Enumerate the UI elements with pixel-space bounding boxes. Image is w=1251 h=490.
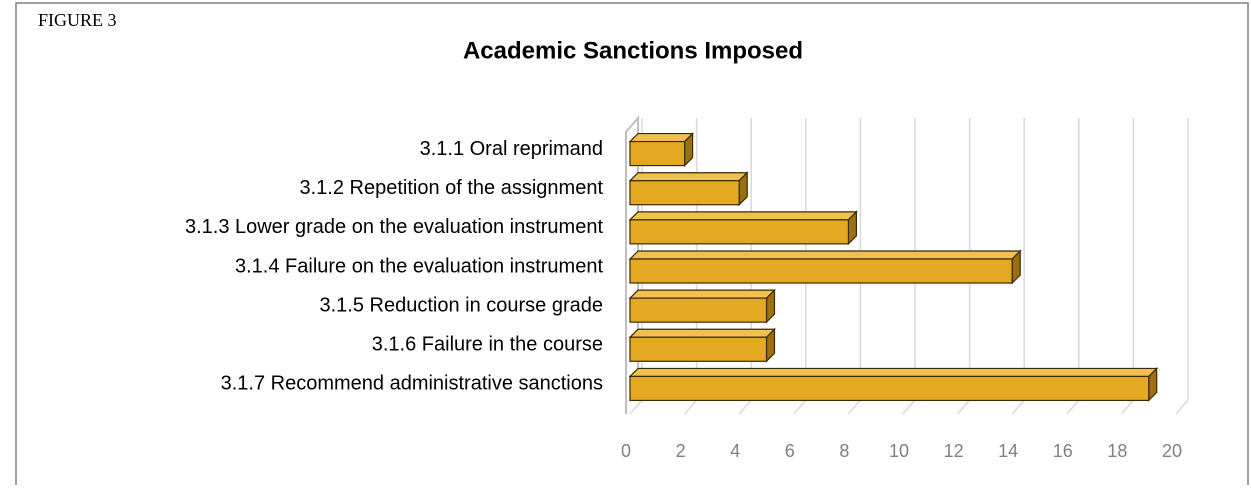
figure-label: FIGURE 3 [38,10,117,30]
bar [629,336,768,362]
x-tick-label: 20 [1162,441,1182,461]
floor-grid-line [738,399,752,415]
x-tick-label: 6 [785,441,795,461]
x-tick-label: 4 [730,441,740,461]
x-tick-label: 16 [1053,441,1073,461]
floor-grid-line [957,399,971,415]
bar-top [628,250,1022,260]
y-tick-label: 3.1.2 Repetition of the assignment [299,177,603,199]
bar-top [628,132,695,143]
frame [15,2,1249,490]
floor-grid-line [1066,399,1080,415]
y-tick-label: 3.1.6 Failure in the course [372,334,603,356]
bar-top [628,211,858,221]
bar [629,375,1150,402]
bar [629,140,686,167]
floor-grid-line [684,399,698,415]
bar [629,219,849,245]
y-tick-label: 3.1.5 Reduction in course grade [319,294,603,316]
x-tick-label: 12 [944,441,964,461]
bar-top [628,328,776,338]
bar [629,258,1013,284]
y-tick-label: 3.1.7 Recommend administrative sanctions [221,373,603,395]
x-tick-label: 18 [1107,441,1127,461]
y-tick-label: 3.1.3 Lower grade on the evaluation inst… [185,216,603,238]
x-tick-label: 8 [839,441,849,461]
chart-title: Academic Sanctions Imposed [463,37,803,64]
floor-grid-line [847,399,861,415]
bar-top [628,367,1159,378]
floor-grid-line [1120,399,1134,415]
bar-top [628,172,749,182]
x-tick-label: 10 [889,441,909,461]
y-tick-label: 3.1.1 Oral reprimand [420,138,603,160]
bar [629,180,740,206]
bar-top [628,289,776,299]
floor-grid-line [1175,399,1189,415]
floor-grid-line [1011,399,1025,415]
floor-grid-line [902,399,916,415]
floor-grid-line [629,399,643,415]
bar [629,297,768,323]
x-tick-label: 2 [676,441,686,461]
y-tick-label: 3.1.4 Failure on the evaluation instrume… [235,255,603,277]
x-tick-label: 14 [998,441,1018,461]
x-tick-label: 0 [621,441,631,461]
floor-grid-line [793,399,807,415]
